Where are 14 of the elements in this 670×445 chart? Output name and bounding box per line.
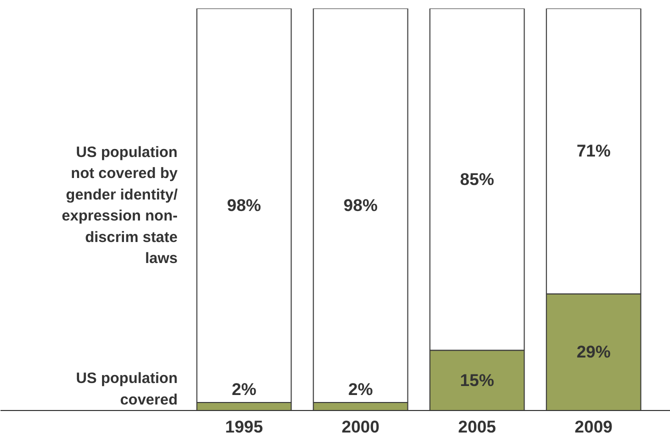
data-label: 98% (227, 196, 262, 215)
data-label: 71% (576, 142, 611, 161)
x-tick-label: 2000 (342, 418, 380, 436)
data-label: 85% (460, 170, 494, 189)
x-tick-label: 2005 (458, 418, 496, 436)
data-label: 2% (232, 380, 256, 400)
series-label: US population not covered by gender identity/expression non-discrim state laws (62, 144, 178, 268)
data-label: 98% (344, 196, 378, 215)
data-label: 29% (576, 342, 611, 362)
data-label: 2% (348, 380, 373, 400)
x-tick-label: 2009 (574, 418, 613, 436)
x-tick-label: 1995 (225, 418, 263, 436)
series-label: US population covered (76, 370, 178, 408)
data-label: 15% (460, 370, 494, 390)
